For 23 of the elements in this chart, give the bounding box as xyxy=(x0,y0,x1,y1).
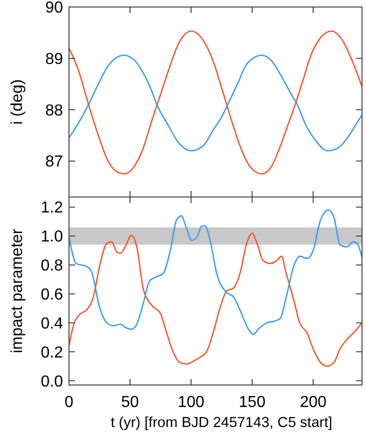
y-tick-label: 0.0 xyxy=(40,373,64,390)
x-tick-label: 200 xyxy=(300,394,327,411)
y-tick-label: 1.0 xyxy=(40,228,64,246)
y-axis-title: i (deg) xyxy=(9,79,26,125)
y-tick-label: 88 xyxy=(45,102,64,120)
line-series xyxy=(68,209,363,336)
y-tick-label: 87 xyxy=(45,154,64,171)
x-tick-label: 50 xyxy=(121,394,140,411)
x-tick-label: 0 xyxy=(64,394,74,411)
y-tick-label: 0.8 xyxy=(40,258,64,275)
line-series xyxy=(68,232,363,367)
x-axis-title: t (yr) [from BJD 2457143, C5 start] xyxy=(110,415,332,431)
y-tick-label: 0.6 xyxy=(40,286,64,304)
y-tick-label: 0.4 xyxy=(40,315,64,332)
x-tick-label: 150 xyxy=(238,394,266,411)
y-axis-title: impact parameter xyxy=(9,228,26,354)
x-tick-label: 100 xyxy=(178,394,205,411)
y-tick-label: 0.2 xyxy=(40,344,64,362)
y-tick-label: 1.2 xyxy=(40,200,64,217)
y-tick-label: 89 xyxy=(45,50,64,68)
y-tick-label: 90 xyxy=(45,0,64,17)
line-series xyxy=(68,54,363,152)
line-series xyxy=(68,30,363,175)
